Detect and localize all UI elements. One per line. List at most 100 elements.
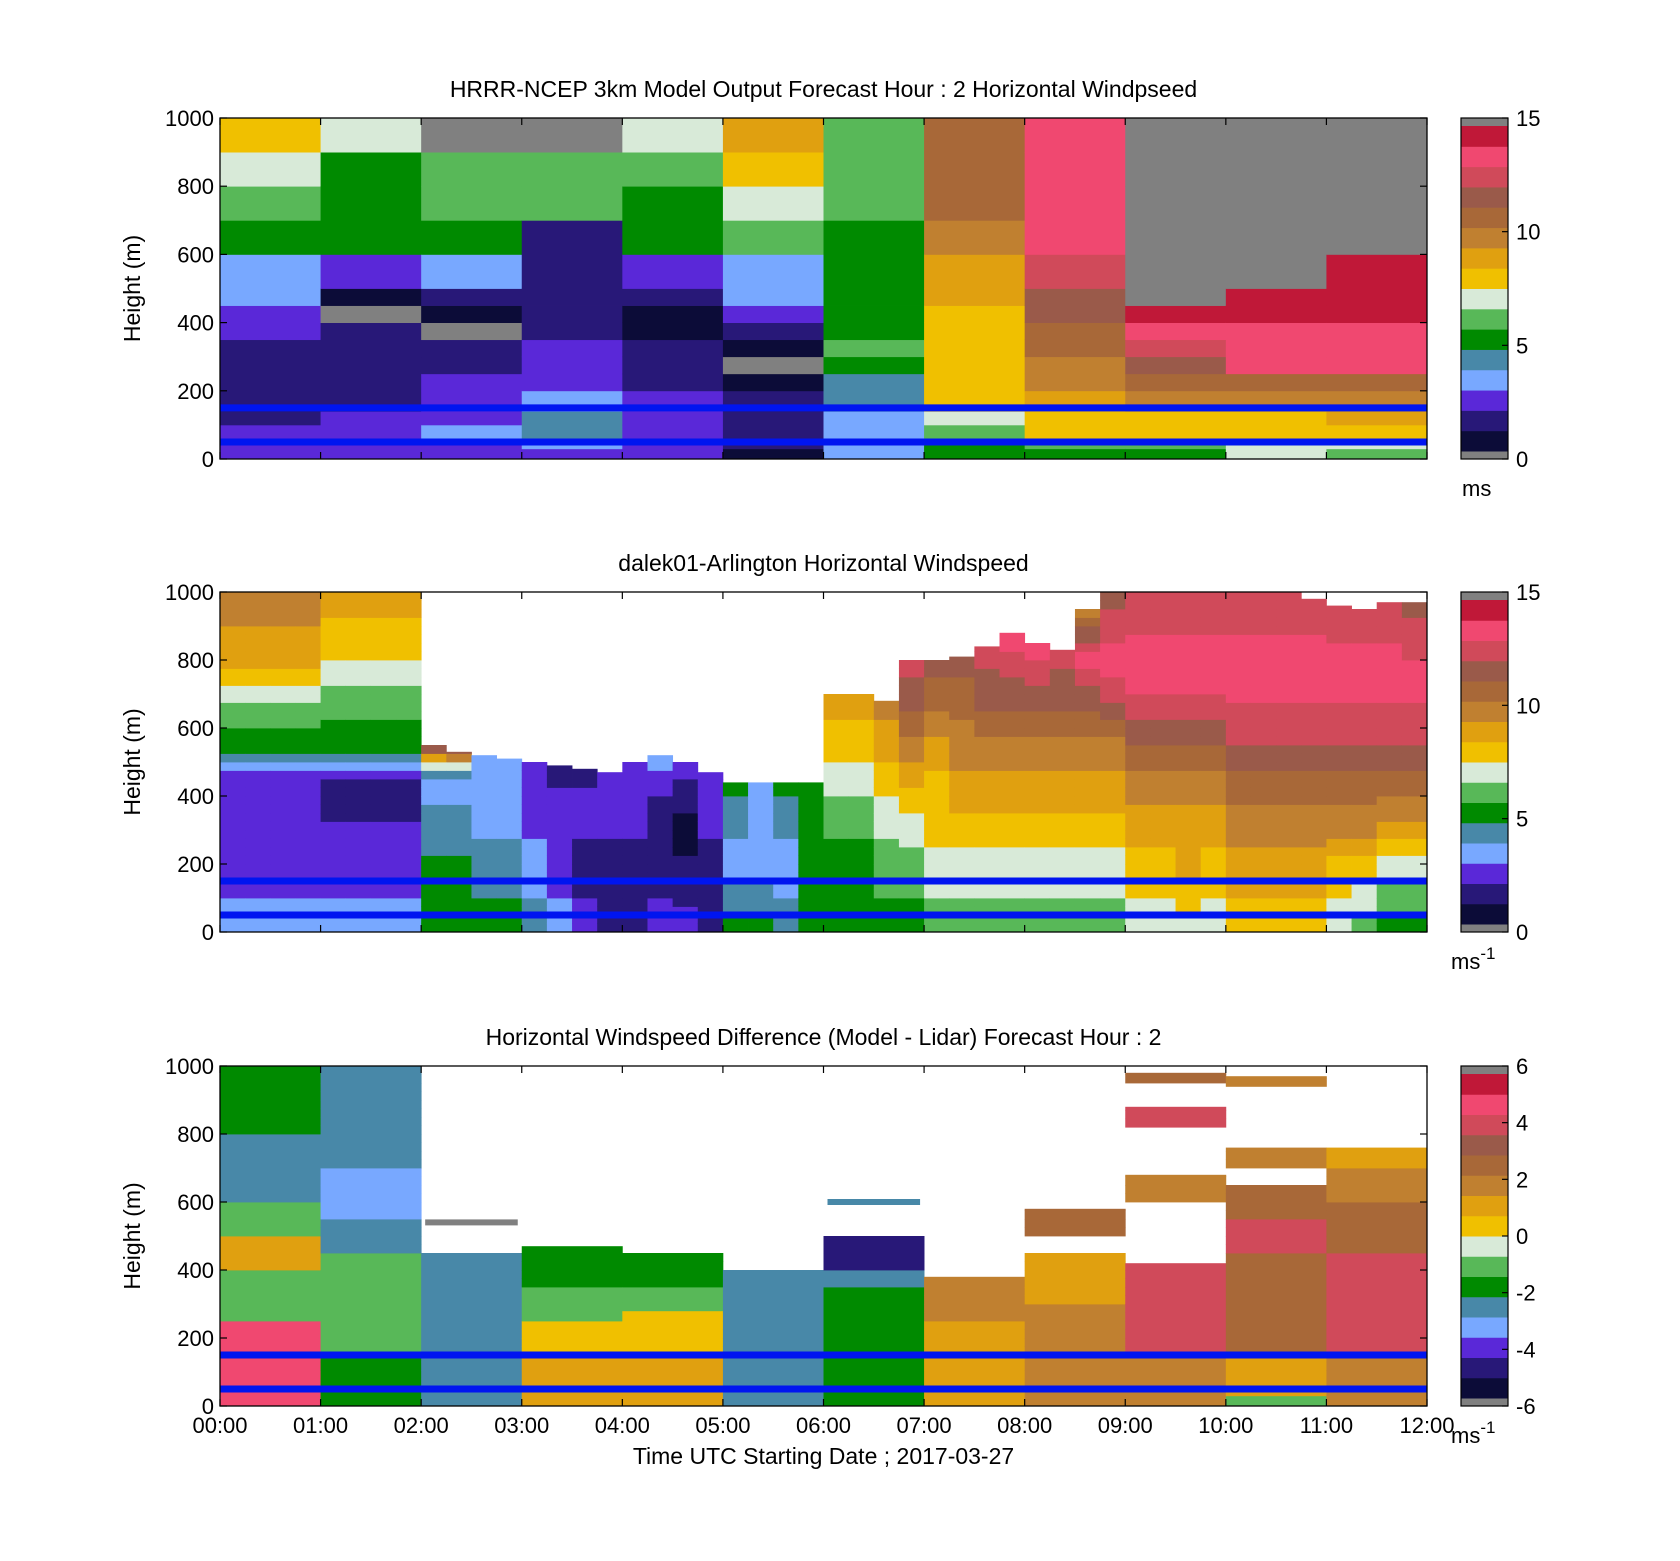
heatmap-cell: [421, 864, 447, 873]
heatmap-cell: [748, 821, 774, 831]
heatmap-cell: [320, 424, 422, 439]
heatmap-cell: [1024, 685, 1051, 695]
heatmap-cell: [1150, 736, 1176, 746]
heatmap-cell: [647, 855, 674, 865]
heatmap-cell: [1175, 796, 1202, 805]
heatmap-cell: [697, 906, 724, 916]
heatmap-cell: [245, 736, 271, 746]
heatmap-cell: [1125, 855, 1151, 865]
heatmap-cell: [1100, 626, 1126, 635]
colorbar-segment: [1461, 410, 1508, 432]
heatmap-cell: [697, 923, 724, 933]
heatmap-cell: [823, 254, 925, 289]
heatmap-cell: [1376, 668, 1403, 678]
colorbar-segment: [1461, 681, 1508, 702]
heatmap-cell: [1049, 660, 1076, 669]
heatmap-cell: [1125, 634, 1151, 644]
heatmap-cell: [1175, 634, 1202, 644]
heatmap-cell: [1200, 855, 1227, 865]
heatmap-cell: [521, 762, 548, 771]
heatmap-cell: [1376, 677, 1403, 686]
heatmap-cell: [220, 1176, 321, 1186]
heatmap-cell: [396, 855, 422, 865]
heatmap-cell: [1200, 796, 1227, 805]
heatmap-cell: [823, 821, 850, 831]
heatmap-cell: [924, 1329, 1026, 1339]
heatmap-cell: [647, 898, 674, 907]
heatmap-cell: [848, 736, 875, 746]
heatmap-cell: [999, 660, 1026, 669]
heatmap-cell: [245, 617, 271, 627]
heatmap-cell: [672, 804, 699, 814]
heatmap-cell: [1049, 649, 1076, 652]
heatmap-cell: [1401, 762, 1428, 771]
heatmap-cell: [1351, 855, 1378, 865]
heatmap-cell: [1200, 634, 1227, 644]
heatmap-cell: [270, 617, 296, 627]
heatmap-cell: [1225, 617, 1252, 627]
heatmap-cell: [220, 1378, 321, 1388]
heatmap-cell: [421, 254, 523, 289]
heatmap-cell: [220, 448, 321, 460]
colorbar-cap: [1461, 1398, 1508, 1406]
heatmap-cell: [1326, 152, 1428, 187]
heatmap-cell: [1125, 1185, 1227, 1194]
heatmap-cell: [823, 753, 850, 763]
heatmap-cell: [1125, 677, 1151, 686]
colorbar-tick-label: 10: [1516, 220, 1540, 245]
heatmap-cell: [1301, 736, 1327, 746]
heatmap-cell: [1276, 923, 1302, 933]
heatmap-cell: [1150, 804, 1176, 814]
heatmap-cell: [320, 634, 347, 644]
heatmap-cell: [1351, 830, 1378, 839]
heatmap-cell: [1276, 787, 1302, 797]
heatmap-cell: [521, 906, 548, 916]
heatmap-cell: [1125, 753, 1151, 763]
heatmap-cell: [1049, 872, 1076, 882]
heatmap-cell: [848, 787, 875, 797]
colorbar-segment: [1461, 843, 1508, 864]
heatmap-cell: [1150, 660, 1176, 669]
heatmap-cell: [1276, 872, 1302, 882]
heatmap-cell: [823, 728, 850, 737]
heatmap-cell: [220, 660, 246, 669]
heatmap-cell: [647, 813, 674, 822]
heatmap-cell: [1175, 830, 1202, 839]
heatmap-cell: [1376, 821, 1403, 831]
colorbar-segment: [1461, 430, 1508, 452]
heatmap-cell: [1326, 711, 1352, 720]
heatmap-cell: [622, 1261, 724, 1271]
heatmap-cell: [1250, 728, 1277, 737]
heatmap-cell: [220, 1083, 321, 1092]
heatmap-cell: [1351, 762, 1378, 771]
heatmap-cell: [1225, 889, 1252, 899]
heatmap-cell: [647, 881, 674, 890]
heatmap-cell: [1276, 728, 1302, 737]
heatmap-cell: [320, 898, 347, 907]
heatmap-cell: [622, 1370, 724, 1380]
heatmap-cell: [370, 719, 397, 729]
heatmap-cell: [521, 152, 623, 187]
heatmap-cell: [1376, 804, 1403, 814]
heatmap-cell: [722, 411, 824, 426]
heatmap-cell: [898, 762, 925, 771]
heatmap-cell: [1024, 1304, 1126, 1313]
heatmap-cell: [345, 796, 372, 805]
heatmap-cell: [320, 1270, 422, 1279]
heatmap-cell: [546, 765, 573, 771]
heatmap-cell: [320, 711, 347, 720]
heatmap-cell: [1225, 1370, 1327, 1380]
heatmap-cell: [1376, 847, 1403, 856]
heatmap-cell: [823, 830, 850, 839]
heatmap-cell: [1225, 906, 1252, 916]
heatmap-cell: [1100, 787, 1126, 797]
colorbar-tick-label: 10: [1516, 693, 1540, 718]
heatmap-cell: [220, 702, 246, 712]
heatmap-cell: [496, 855, 523, 865]
heatmap-cell: [1175, 626, 1202, 635]
heatmap-cell: [1074, 838, 1101, 848]
heatmap-cell: [1351, 804, 1378, 814]
heatmap-cell: [270, 762, 296, 771]
heatmap-cell: [345, 736, 372, 746]
heatmap-cell: [396, 804, 422, 814]
